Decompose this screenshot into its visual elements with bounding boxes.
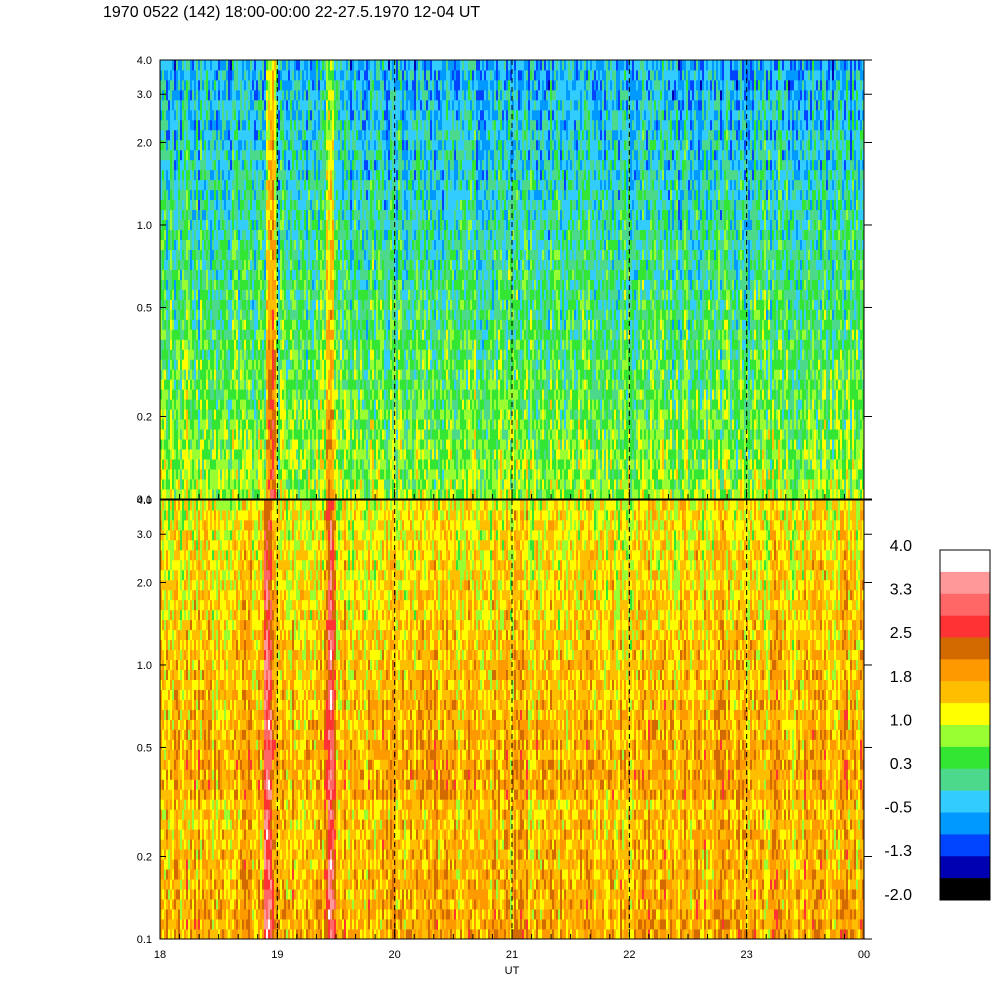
spectrogram-figure: 0.10.20.51.02.03.04.00.10.20.51.02.03.04… (0, 0, 1000, 1000)
